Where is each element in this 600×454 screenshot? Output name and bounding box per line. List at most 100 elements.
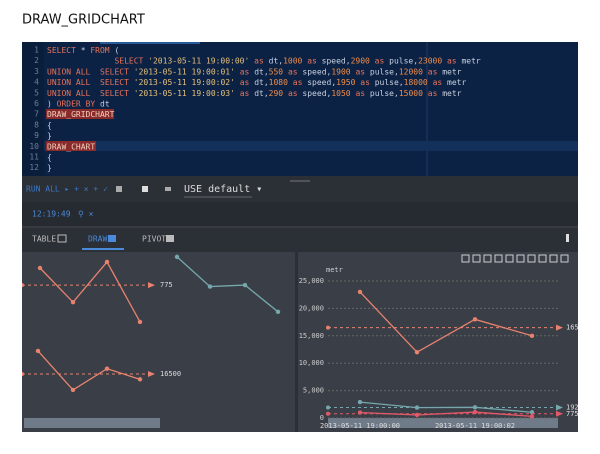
y-tick-label: 25,000: [299, 277, 324, 285]
icon[interactable]: [165, 187, 171, 191]
token: DRAW_GRIDCHART: [47, 110, 115, 119]
token: pulse: [370, 88, 394, 97]
highlight: [46, 141, 96, 151]
zoom-slider[interactable]: [24, 418, 160, 428]
code-line: ) ORDER BY dt: [47, 99, 110, 108]
token: ,: [346, 56, 351, 65]
point: [414, 350, 420, 355]
token: ,: [399, 78, 404, 87]
y-tick-label: 20,000: [299, 304, 324, 312]
token: ,: [264, 88, 269, 97]
point: [207, 284, 213, 289]
code-line: UNION ALL SELECT '2013-05-11 19:00:03' a…: [47, 88, 462, 97]
point: [35, 348, 41, 354]
tool-icon[interactable]: [549, 254, 558, 263]
code-line: {: [47, 153, 52, 162]
point: [472, 317, 478, 322]
line-number: 4: [34, 78, 39, 87]
page-title: DRAW_GRIDCHART: [22, 13, 145, 28]
point: [472, 409, 478, 415]
line-number: 5: [34, 88, 39, 97]
median-label: 775: [566, 410, 579, 418]
token: ALL: [76, 88, 91, 97]
token: ): [47, 99, 57, 108]
tool-icon[interactable]: [505, 254, 514, 263]
series-line: [359, 401, 533, 413]
tool-icon[interactable]: [538, 254, 547, 263]
token: ,: [394, 88, 399, 97]
pin[interactable]: [566, 234, 569, 242]
x-tick-label: 2013-05-11 19:00:02: [435, 422, 515, 430]
icon[interactable]: [142, 186, 148, 192]
token: speed: [322, 56, 346, 65]
icon[interactable]: [116, 186, 122, 192]
line-number: 6: [34, 99, 39, 108]
code-line: DRAW_CHART: [47, 142, 95, 151]
token: dt: [254, 88, 264, 97]
y-tick-label: 5,000: [303, 387, 324, 395]
point: [137, 377, 143, 382]
editor: [22, 42, 578, 176]
scroll-indicator: [100, 42, 200, 44]
point: [242, 282, 248, 288]
token: ALL: [76, 78, 91, 87]
line-number: 12: [29, 163, 39, 172]
token: as: [433, 78, 443, 87]
token: speed: [302, 67, 326, 76]
tool-icon[interactable]: [483, 254, 492, 263]
tool-icon[interactable]: [472, 254, 481, 263]
token: as: [375, 56, 385, 65]
point: [104, 259, 110, 265]
token: metr: [461, 56, 480, 65]
y-tick-label: 10,000: [299, 359, 324, 367]
token: 1080: [269, 78, 288, 87]
token: dt: [254, 67, 264, 76]
median-arrow: [556, 410, 563, 417]
token: DRAW_CHART: [47, 142, 95, 151]
tool-icon[interactable]: [527, 254, 536, 263]
token: 18000: [404, 78, 428, 87]
token: }: [47, 131, 52, 140]
grid-panel: [22, 252, 295, 432]
database-select[interactable]: USE default ▾: [184, 184, 262, 195]
token: 12000: [399, 67, 423, 76]
token: ,: [327, 88, 332, 97]
token: ,: [327, 67, 332, 76]
token: as: [428, 67, 438, 76]
median-label: 16500: [566, 324, 587, 332]
token: 15000: [399, 88, 423, 97]
token: as: [240, 88, 250, 97]
run-button[interactable]: RUN ALL ▸ + ✕ + ✓: [26, 185, 108, 194]
token: BY: [86, 99, 96, 108]
tab[interactable]: TABLE: [32, 235, 56, 244]
tool-icon[interactable]: [461, 254, 470, 263]
token: UNION: [47, 67, 71, 76]
tool-icon[interactable]: [494, 254, 503, 263]
token: '2013-05-11 19:00:02': [134, 78, 235, 87]
tool-icon[interactable]: [516, 254, 525, 263]
token: *: [76, 46, 90, 55]
point: [37, 265, 43, 271]
tool-icon[interactable]: [560, 254, 569, 263]
token: SELECT: [100, 78, 129, 87]
current-line: [44, 141, 578, 151]
token: as: [288, 88, 298, 97]
session-icon[interactable]: ⚲ ×: [78, 210, 94, 219]
token: metr: [442, 67, 461, 76]
tab[interactable]: PIVOT: [142, 235, 166, 244]
point: [137, 319, 143, 325]
token: (: [110, 46, 120, 55]
zoom-slider[interactable]: [328, 418, 558, 428]
token: 1050: [331, 88, 350, 97]
code-lines: 1 SELECT * FROM (2 SELECT '2013-05-11 19:…: [29, 46, 481, 173]
token: UNION: [47, 78, 71, 87]
session-tab[interactable]: 12:19:49: [32, 210, 71, 219]
tab-active[interactable]: DRAW: [88, 235, 107, 244]
token: ,: [264, 67, 269, 76]
median-label: 16500: [160, 370, 181, 378]
median-arrow: [148, 282, 155, 289]
point: [70, 387, 76, 393]
series-line: [176, 256, 279, 313]
token: SELECT: [100, 88, 129, 97]
